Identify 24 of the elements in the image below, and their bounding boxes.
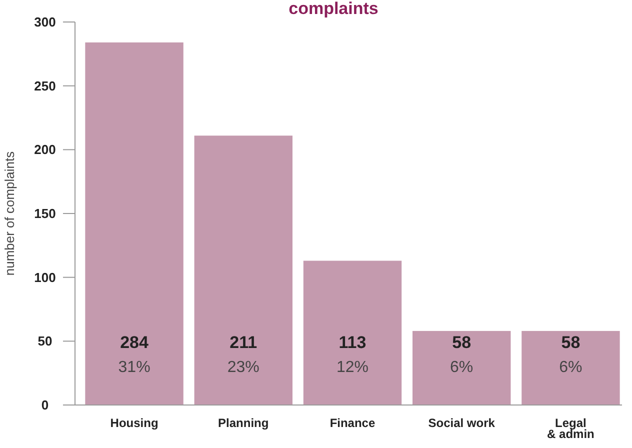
data-label: 113 12% [336,333,369,376]
data-label: 58 6% [450,333,474,376]
bar [522,330,620,405]
x-tick-label: Legal & admin [547,416,594,441]
y-tick-label: 250 [34,78,56,94]
y-tick-label: 200 [34,142,56,158]
y-tick-label: 300 [34,14,56,30]
y-tick-label: 150 [34,206,56,222]
x-tick-label: Social work [428,416,496,430]
y-tick-label: 50 [38,334,52,349]
x-tick-label: Housing [110,416,158,430]
chart-title: complaints [288,0,378,18]
data-label: 58 6% [559,333,582,376]
bar [412,330,511,405]
y-tick-label: 100 [34,270,56,285]
bar [85,42,184,405]
bar [194,136,292,405]
bar [303,260,402,405]
y-axis-title: number of complaints [2,150,17,276]
data-label: 211 23% [227,333,260,376]
data-label: 284 31% [118,333,150,376]
x-tick-label: Finance [330,416,376,430]
y-tick-label: 0 [41,398,49,413]
x-tick-label: Planning [218,416,269,430]
